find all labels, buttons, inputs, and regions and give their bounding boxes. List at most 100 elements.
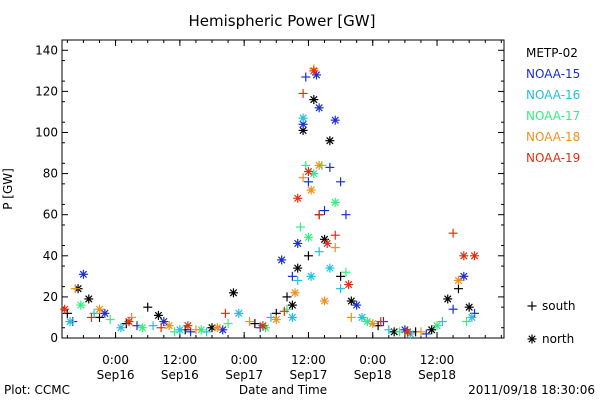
x-tick-time: 12:00 (291, 353, 326, 367)
y-tick-label: 100 (35, 125, 58, 139)
data-point (298, 173, 308, 183)
data-point (86, 312, 96, 322)
data-point (309, 95, 319, 105)
data-point (336, 284, 346, 294)
data-point (164, 321, 174, 331)
data-point (196, 325, 206, 335)
footer-plot-source: Plot: CCMC (4, 383, 70, 397)
data-point (352, 300, 362, 310)
data-point (245, 317, 255, 327)
series-noaa-17 (76, 160, 471, 337)
data-point (448, 304, 458, 314)
data-point (330, 243, 340, 253)
legend-entry: NOAA-15 (526, 67, 580, 81)
data-points (60, 64, 480, 339)
data-point (298, 113, 308, 123)
data-point (346, 296, 356, 306)
data-point (143, 302, 153, 312)
data-point (137, 323, 147, 333)
marker-key-label: north (542, 332, 574, 346)
legend-entry: NOAA-18 (526, 130, 580, 144)
data-point (277, 255, 287, 265)
y-tick-label: 20 (43, 290, 58, 304)
data-point (95, 304, 105, 314)
data-point (250, 319, 260, 329)
data-point (464, 302, 474, 312)
data-point (287, 271, 297, 281)
data-point (293, 193, 303, 203)
data-point (301, 72, 311, 82)
data-point (183, 321, 193, 331)
data-point (148, 321, 158, 331)
series-noaa-15 (68, 70, 480, 339)
data-point (293, 275, 303, 285)
plot-area-frame (61, 39, 505, 339)
x-tick-time: 0:00 (231, 353, 258, 367)
data-point (453, 284, 463, 294)
data-point (303, 232, 313, 242)
data-point (223, 319, 233, 329)
y-tick-label: 120 (35, 84, 58, 98)
legend-entry: NOAA-19 (526, 151, 580, 165)
y-tick-label: 40 (43, 249, 58, 263)
data-point (395, 327, 405, 337)
data-point (376, 317, 386, 327)
x-tick-time: 12:00 (163, 353, 198, 367)
data-point (314, 247, 324, 257)
data-point (78, 269, 88, 279)
data-point (437, 317, 447, 327)
footer-timestamp: 2011/09/18 18:30:06 (468, 383, 595, 397)
data-point (287, 312, 297, 322)
x-tick-date: Sep17 (290, 368, 328, 382)
data-point (448, 228, 458, 238)
series-metp-02 (62, 95, 474, 337)
data-point (234, 308, 244, 318)
data-point (443, 294, 453, 304)
data-point (330, 230, 340, 240)
x-tick-date: Sep16 (161, 368, 199, 382)
legend-entry: NOAA-17 (526, 109, 580, 123)
x-tick-date: Sep18 (354, 368, 392, 382)
data-point (325, 162, 335, 172)
data-point (105, 315, 115, 325)
data-point (298, 88, 308, 98)
data-point (384, 325, 394, 335)
data-point (346, 312, 356, 322)
data-point (303, 251, 313, 261)
data-point (357, 312, 367, 322)
data-point (314, 103, 324, 113)
data-point (330, 197, 340, 207)
series-noaa-18 (70, 64, 463, 337)
axis-ticks (62, 40, 504, 339)
data-point (432, 321, 442, 331)
data-point (65, 317, 75, 327)
data-point (84, 294, 94, 304)
x-tick-date: Sep17 (225, 368, 263, 382)
data-point (341, 210, 351, 220)
data-point (70, 284, 80, 294)
data-point (306, 271, 316, 281)
data-point (76, 300, 86, 310)
data-point (309, 66, 319, 76)
data-point (459, 251, 469, 261)
x-tick-time: 12:00 (420, 353, 455, 367)
data-point (320, 296, 330, 306)
data-point (279, 306, 289, 316)
data-point (461, 317, 471, 327)
data-point (293, 238, 303, 248)
data-point (341, 267, 351, 277)
data-point (290, 288, 300, 298)
data-point (191, 325, 201, 335)
data-point (314, 160, 324, 170)
data-point (258, 321, 268, 331)
y-tick-label: 140 (35, 43, 58, 57)
data-point (271, 315, 281, 325)
x-tick-date: Sep16 (97, 368, 135, 382)
data-point (325, 263, 335, 273)
data-point (156, 323, 166, 333)
data-point (124, 317, 134, 327)
data-point (306, 185, 316, 195)
marker-key-symbol (527, 301, 537, 311)
x-tick-time: 0:00 (359, 353, 386, 367)
y-tick-label: 0 (50, 331, 58, 345)
